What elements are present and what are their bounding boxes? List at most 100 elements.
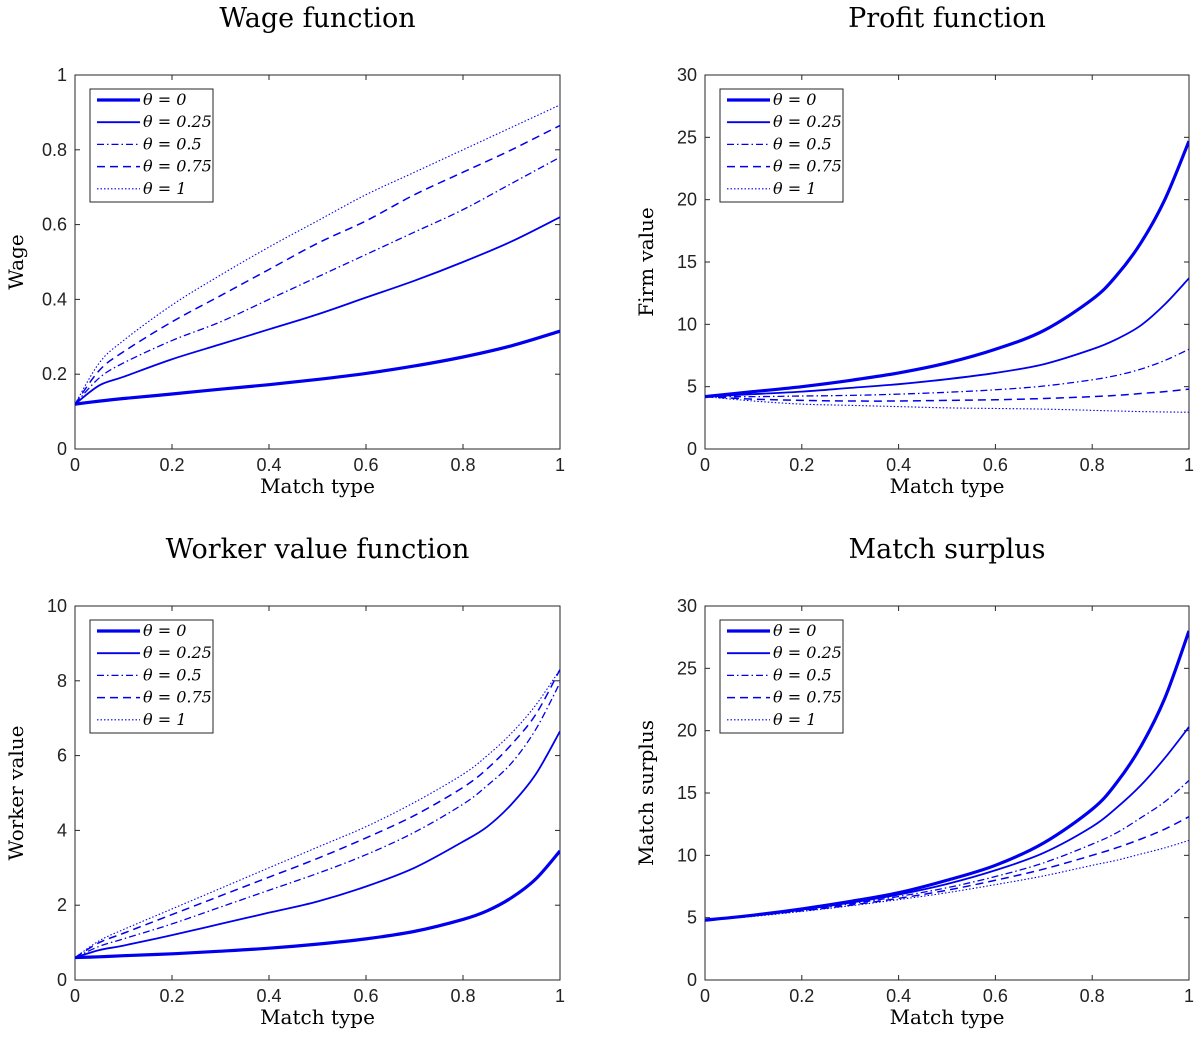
chart-title: Wage function <box>219 3 415 34</box>
legend-entry: θ = 0.25 <box>143 112 212 131</box>
y-tick-label: 0 <box>57 439 67 459</box>
y-tick-label: 6 <box>57 746 67 766</box>
x-axis-label: Match type <box>890 474 1005 498</box>
x-tick-label: 0 <box>700 986 710 1006</box>
legend-entry: θ = 0.5 <box>773 665 832 684</box>
series-line-5 <box>75 104 560 405</box>
legend-box <box>719 88 844 203</box>
series-line-2 <box>75 730 560 959</box>
x-tick-label: 0.4 <box>886 986 911 1006</box>
series-line-1 <box>75 329 560 406</box>
y-tick-label: 0.2 <box>42 364 67 384</box>
x-tick-label: 0.8 <box>450 455 475 475</box>
x-axis-label: Match type <box>260 474 375 498</box>
chart-title: Profit function <box>848 3 1046 34</box>
y-axis-label: Worker value <box>4 725 28 860</box>
y-tick-label: 8 <box>57 671 67 691</box>
x-tick-label: 1 <box>1184 455 1194 475</box>
x-tick-label: 0.6 <box>983 455 1008 475</box>
legend-entry: θ = 0 <box>773 621 816 640</box>
x-axis-label: Match type <box>260 1005 375 1029</box>
legend-entry: θ = 0 <box>143 90 186 109</box>
series-line-5 <box>75 669 560 959</box>
legend-box <box>89 88 214 203</box>
chart-title: Worker value function <box>166 534 470 565</box>
y-tick-label: 30 <box>677 65 697 85</box>
x-tick-label: 0.4 <box>256 455 281 475</box>
legend-entry: θ = 0 <box>773 90 816 109</box>
y-tick-label: 10 <box>677 845 697 865</box>
y-tick-label: 5 <box>687 908 697 928</box>
y-tick-label: 10 <box>677 314 697 334</box>
legend-entry: θ = 1 <box>143 710 186 729</box>
y-tick-label: 5 <box>687 377 697 397</box>
y-tick-label: 0 <box>57 970 67 990</box>
legend-entry: θ = 1 <box>773 179 816 198</box>
y-axis-label: Match surplus <box>634 720 658 866</box>
y-tick-label: 15 <box>677 783 697 803</box>
legend-entry: θ = 0.5 <box>143 665 202 684</box>
x-tick-label: 0.2 <box>789 455 814 475</box>
series-line-4 <box>75 669 560 959</box>
series-line-4 <box>75 124 560 405</box>
legend: θ = 0 θ = 0.25 θ = 0.5 θ = 0.75 θ = 1 <box>89 619 214 734</box>
y-tick-label: 0.4 <box>42 289 67 309</box>
series-line-2 <box>705 277 1189 398</box>
legend-entry: θ = 0.25 <box>143 643 212 662</box>
x-tick-label: 0.2 <box>159 986 184 1006</box>
legend-entry: θ = 0 <box>143 621 186 640</box>
legend-entry: θ = 0.5 <box>143 134 202 153</box>
x-tick-label: 0.8 <box>1080 455 1105 475</box>
y-tick-label: 0 <box>687 439 697 459</box>
x-axis-label: Match type <box>890 1005 1005 1029</box>
legend: θ = 0 θ = 0.25 θ = 0.5 θ = 0.75 θ = 1 <box>719 619 844 734</box>
y-axis-label: Firm value <box>634 207 658 317</box>
y-tick-label: 15 <box>677 252 697 272</box>
legend-box <box>89 619 214 734</box>
legend-box <box>719 619 844 734</box>
y-tick-label: 25 <box>677 658 697 678</box>
series-line-2 <box>75 216 560 405</box>
legend-entry: θ = 0.5 <box>773 134 832 153</box>
y-tick-label: 0.6 <box>42 215 67 235</box>
y-tick-label: 0.8 <box>42 140 67 160</box>
x-tick-label: 1 <box>1184 986 1194 1006</box>
legend-entry: θ = 0.25 <box>773 643 842 662</box>
legend: θ = 0 θ = 0.25 θ = 0.5 θ = 0.75 θ = 1 <box>89 88 214 203</box>
y-tick-label: 10 <box>47 596 67 616</box>
legend-entry: θ = 1 <box>143 179 186 198</box>
y-tick-label: 0 <box>687 970 697 990</box>
series-line-1 <box>75 849 560 960</box>
y-tick-label: 2 <box>57 895 67 915</box>
x-tick-label: 0.6 <box>983 986 1008 1006</box>
legend-entry: θ = 0.75 <box>773 688 842 707</box>
legend: θ = 0 θ = 0.25 θ = 0.5 θ = 0.75 θ = 1 <box>719 88 844 203</box>
x-tick-label: 1 <box>555 455 565 475</box>
x-tick-label: 0.8 <box>450 986 475 1006</box>
series-line-4 <box>705 816 1189 921</box>
y-tick-label: 20 <box>677 190 697 210</box>
x-tick-label: 0.8 <box>1080 986 1105 1006</box>
x-tick-label: 0 <box>70 455 80 475</box>
series-line-4 <box>705 388 1189 402</box>
chart-panel-1: Wage function 0 0.2 0.4 0.6 0.8 1 0 0.2 0.4 0.6 0.8… <box>4 3 565 498</box>
x-tick-label: 0 <box>700 455 710 475</box>
y-tick-label: 1 <box>57 65 67 85</box>
x-tick-label: 0.6 <box>353 455 378 475</box>
legend-entry: θ = 1 <box>773 710 816 729</box>
x-tick-label: 0.4 <box>886 455 911 475</box>
y-tick-label: 20 <box>677 721 697 741</box>
x-tick-label: 0 <box>70 986 80 1006</box>
x-tick-label: 0.4 <box>256 986 281 1006</box>
x-tick-label: 1 <box>555 986 565 1006</box>
series-line-3 <box>705 348 1189 398</box>
series-line-5 <box>705 839 1189 921</box>
series-line-3 <box>75 156 560 405</box>
y-tick-label: 30 <box>677 596 697 616</box>
series-line-1 <box>705 140 1189 399</box>
y-tick-label: 25 <box>677 127 697 147</box>
